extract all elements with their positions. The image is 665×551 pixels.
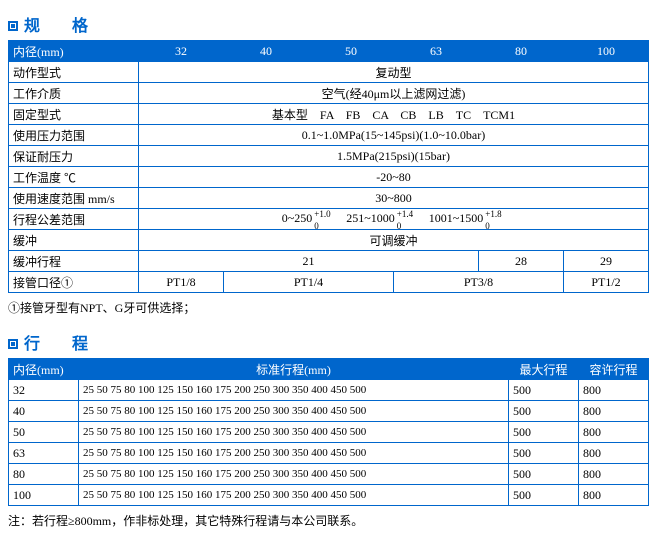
table-row: 80 25 50 75 80 100 125 150 160 175 200 2…	[9, 464, 649, 485]
bullet-icon	[8, 339, 18, 349]
temp-value: -20~80	[139, 167, 649, 188]
stroke-tol-label: 行程公差范围	[9, 209, 139, 230]
table-row: 行程公差范围 0~250+1.00 251~1000+1.40 1001~150…	[9, 209, 649, 230]
mounting-value: 基本型 FA FB CA CB LB TC TCM1	[139, 104, 649, 125]
stroke-std: 25 50 75 80 100 125 150 160 175 200 250 …	[79, 380, 509, 401]
pressure-range-label: 使用压力范围	[9, 125, 139, 146]
stroke-table: 内径(mm) 标准行程(mm) 最大行程 容许行程 32 25 50 75 80…	[8, 358, 649, 506]
table-row: 缓冲 可调缓冲	[9, 230, 649, 251]
size-80: 80	[479, 41, 564, 62]
fluid-label: 工作介质	[9, 83, 139, 104]
stroke-max: 500	[509, 443, 579, 464]
table-row: 使用速度范围 mm/s 30~800	[9, 188, 649, 209]
cushion-stroke-v3: 29	[564, 251, 649, 272]
table-row: 缓冲行程 21 28 29	[9, 251, 649, 272]
stroke-std-label: 标准行程(mm)	[79, 359, 509, 380]
cushion-stroke-v2: 28	[479, 251, 564, 272]
port-v3: PT3/8	[394, 272, 564, 293]
stroke-bore: 63	[9, 443, 79, 464]
stroke-max: 500	[509, 380, 579, 401]
fluid-value: 空气(经40μm以上滤网过滤)	[139, 83, 649, 104]
stroke-std: 25 50 75 80 100 125 150 160 175 200 250 …	[79, 401, 509, 422]
stroke-allow: 800	[579, 380, 649, 401]
stroke-max: 500	[509, 401, 579, 422]
proof-pressure-value: 1.5MPa(215psi)(15bar)	[139, 146, 649, 167]
size-100: 100	[564, 41, 649, 62]
table-row: 固定型式 基本型 FA FB CA CB LB TC TCM1	[9, 104, 649, 125]
proof-pressure-label: 保证耐压力	[9, 146, 139, 167]
stroke-allow: 800	[579, 464, 649, 485]
table-row: 32 25 50 75 80 100 125 150 160 175 200 2…	[9, 380, 649, 401]
cushion-stroke-v1: 21	[139, 251, 479, 272]
table-row: 50 25 50 75 80 100 125 150 160 175 200 2…	[9, 422, 649, 443]
port-v4: PT1/2	[564, 272, 649, 293]
pressure-range-value: 0.1~1.0MPa(15~145psi)(1.0~10.0bar)	[139, 125, 649, 146]
cushion-label: 缓冲	[9, 230, 139, 251]
table-row: 工作温度 ℃ -20~80	[9, 167, 649, 188]
spec-note: ①接管牙型有NPT、G牙可供选择；	[8, 299, 657, 316]
table-row: 动作型式 复动型	[9, 62, 649, 83]
table-row: 63 25 50 75 80 100 125 150 160 175 200 2…	[9, 443, 649, 464]
stroke-std: 25 50 75 80 100 125 150 160 175 200 250 …	[79, 422, 509, 443]
port-label: 接管口径①	[9, 272, 139, 293]
bullet-icon	[8, 21, 18, 31]
mounting-label: 固定型式	[9, 104, 139, 125]
stroke-bore: 50	[9, 422, 79, 443]
size-40: 40	[224, 41, 309, 62]
cushion-value: 可调缓冲	[139, 230, 649, 251]
stroke-bore-label: 内径(mm)	[9, 359, 79, 380]
stroke-bore: 100	[9, 485, 79, 506]
table-row: 40 25 50 75 80 100 125 150 160 175 200 2…	[9, 401, 649, 422]
stroke-max: 500	[509, 485, 579, 506]
cushion-stroke-label: 缓冲行程	[9, 251, 139, 272]
table-row: 100 25 50 75 80 100 125 150 160 175 200 …	[9, 485, 649, 506]
spec-header-row: 内径(mm) 32 40 50 63 80 100	[9, 41, 649, 62]
stroke-allow: 800	[579, 485, 649, 506]
action-type-value: 复动型	[139, 62, 649, 83]
stroke-tol-value: 0~250+1.00 251~1000+1.40 1001~1500+1.80	[139, 209, 649, 230]
stroke-max-label: 最大行程	[509, 359, 579, 380]
stroke-allow: 800	[579, 401, 649, 422]
stroke-header-row: 内径(mm) 标准行程(mm) 最大行程 容许行程	[9, 359, 649, 380]
stroke-std: 25 50 75 80 100 125 150 160 175 200 250 …	[79, 485, 509, 506]
table-row: 保证耐压力 1.5MPa(215psi)(15bar)	[9, 146, 649, 167]
stroke-bore: 40	[9, 401, 79, 422]
size-50: 50	[309, 41, 394, 62]
stroke-max: 500	[509, 464, 579, 485]
speed-value: 30~800	[139, 188, 649, 209]
stroke-note: 注：若行程≥800mm，作非标处理，其它特殊行程请与本公司联系。	[8, 512, 657, 529]
temp-label: 工作温度 ℃	[9, 167, 139, 188]
stroke-section-title: 行 程	[8, 330, 657, 354]
stroke-std: 25 50 75 80 100 125 150 160 175 200 250 …	[79, 443, 509, 464]
speed-label: 使用速度范围 mm/s	[9, 188, 139, 209]
port-v2: PT1/4	[224, 272, 394, 293]
stroke-max: 500	[509, 422, 579, 443]
spec-table: 内径(mm) 32 40 50 63 80 100 动作型式 复动型 工作介质 …	[8, 40, 649, 293]
action-type-label: 动作型式	[9, 62, 139, 83]
table-row: 工作介质 空气(经40μm以上滤网过滤)	[9, 83, 649, 104]
stroke-allow: 800	[579, 422, 649, 443]
bore-label-header: 内径(mm)	[9, 41, 139, 62]
stroke-allow-label: 容许行程	[579, 359, 649, 380]
stroke-bore: 80	[9, 464, 79, 485]
port-v1: PT1/8	[139, 272, 224, 293]
size-63: 63	[394, 41, 479, 62]
spec-section-title: 规 格	[8, 12, 657, 36]
table-row: 接管口径① PT1/8 PT1/4 PT3/8 PT1/2	[9, 272, 649, 293]
stroke-std: 25 50 75 80 100 125 150 160 175 200 250 …	[79, 464, 509, 485]
stroke-bore: 32	[9, 380, 79, 401]
stroke-allow: 800	[579, 443, 649, 464]
size-32: 32	[139, 41, 224, 62]
table-row: 使用压力范围 0.1~1.0MPa(15~145psi)(1.0~10.0bar…	[9, 125, 649, 146]
